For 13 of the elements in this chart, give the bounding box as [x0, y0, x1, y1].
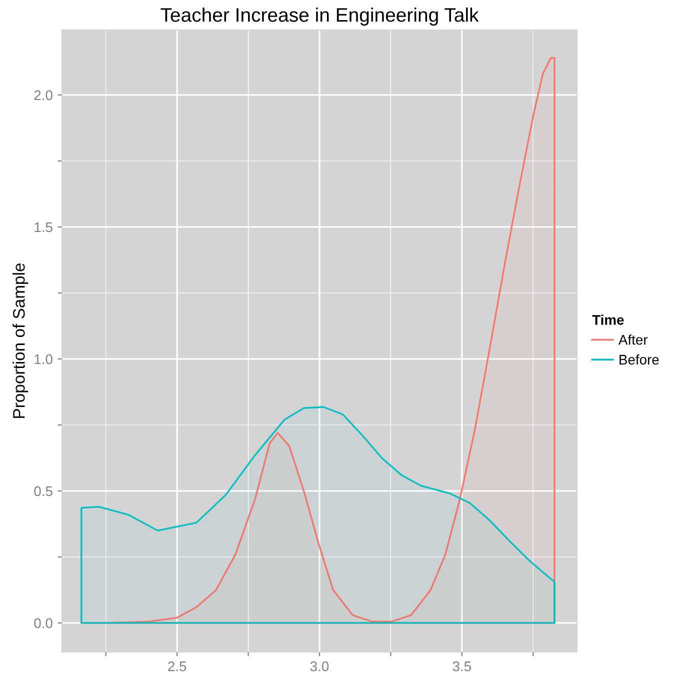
y-axis-title: Proportion of Sample [12, 263, 28, 418]
y-tick-label: 1.0 [34, 354, 52, 364]
legend-label: Before [620, 354, 659, 365]
chart-title: Teacher Increase in Engineering Talk [160, 8, 479, 26]
y-tick-label: 0.0 [34, 618, 52, 628]
legend-title: Time [592, 314, 624, 325]
x-tick-label: 3.0 [310, 661, 329, 672]
y-tick-label: 0.5 [34, 486, 52, 496]
y-tick-label: 1.5 [34, 222, 52, 232]
y-tick-label: 2.0 [34, 90, 52, 100]
legend-label: After [618, 334, 648, 345]
x-tick-label: 3.5 [452, 661, 471, 672]
x-tick-label: 2.5 [168, 661, 186, 672]
